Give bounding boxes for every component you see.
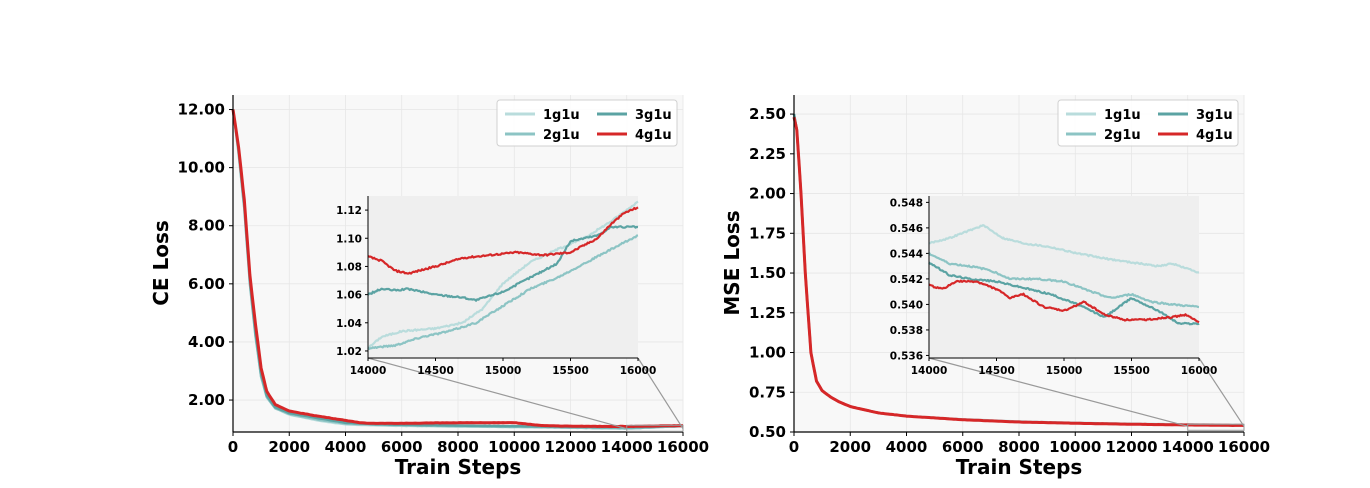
mse-inset-connector xyxy=(1198,357,1245,427)
mse-y-tick-label: 0.75 xyxy=(749,383,786,401)
ce-inset-x-tick-label: 15500 xyxy=(552,365,589,377)
mse-inset-x-tick-label: 15500 xyxy=(1113,365,1150,377)
ce-y-tick-label: 4.00 xyxy=(188,333,225,351)
mse-loss-chart: 0 2000 4000 6000 8000 10000 12000 14000 160000.5… xyxy=(720,95,1270,479)
ce-y-axis-label: CE Loss xyxy=(149,220,173,306)
ce-inset-connector xyxy=(367,357,627,430)
mse-y-tick-label: 1.25 xyxy=(749,304,786,322)
ce-y-tick-label: 10.00 xyxy=(178,159,225,177)
ce-inset-x-tick-label: 14500 xyxy=(417,365,454,377)
ce-inset-y-tick-label: 1.06 xyxy=(336,290,362,302)
mse-inset-y-tick-label: 0.542 xyxy=(890,274,923,286)
mse-x-tick-label: 2000 xyxy=(829,438,871,456)
mse-legend-label-3g1u: 3g1u xyxy=(1196,108,1233,123)
ce-y-tick-label: 8.00 xyxy=(188,217,225,235)
mse-legend-label-1g1u: 1g1u xyxy=(1104,108,1141,123)
mse-inset-series-line-1g1u xyxy=(928,224,1200,274)
mse-y-tick-label: 2.50 xyxy=(749,105,786,123)
ce-legend-label-2g1u: 2g1u xyxy=(543,128,580,143)
ce-x-tick-label: 10000 xyxy=(488,438,540,456)
mse-inset-y-tick-label: 0.536 xyxy=(890,350,923,362)
ce-inset-y-tick-label: 1.04 xyxy=(336,318,362,330)
mse-inset-series-line-3g1u xyxy=(928,261,1200,326)
ce-legend-box xyxy=(496,99,678,147)
mse-legend-label-4g1u: 4g1u xyxy=(1196,128,1233,143)
mse-x-tick-label: 8000 xyxy=(998,438,1040,456)
ce-x-axis-label: Train Steps xyxy=(395,455,522,479)
mse-x-tick-label: 0 xyxy=(789,438,799,456)
mse-inset-y-tick-label: 0.548 xyxy=(890,197,923,209)
ce-x-tick-label: 0 xyxy=(228,438,238,456)
ce-legend-label-1g1u: 1g1u xyxy=(543,108,580,123)
mse-legend: 1g1u 2g1u 3g1u 4g1u xyxy=(1057,99,1239,147)
mse-inset-y-tick-label: 0.540 xyxy=(890,299,923,311)
ce-x-tick-label: 6000 xyxy=(381,438,423,456)
ce-inset-y-tick-label: 1.10 xyxy=(336,233,362,245)
ce-inset-y-tick-label: 1.12 xyxy=(336,205,362,217)
mse-inset-connector xyxy=(928,357,1188,427)
ce-x-tick-label: 12000 xyxy=(544,438,596,456)
ce-inset-x-tick-label: 14000 xyxy=(350,365,387,377)
mse-zoom-region xyxy=(1187,423,1245,431)
ce-legend-label-4g1u: 4g1u xyxy=(635,128,672,143)
mse-x-tick-label: 10000 xyxy=(1049,438,1101,456)
mse-x-tick-label: 14000 xyxy=(1162,438,1214,456)
mse-inset-y-tick-label: 0.538 xyxy=(890,325,923,337)
ce-x-tick-label: 14000 xyxy=(601,438,653,456)
ce-inset-series-line-1g1u xyxy=(367,200,639,350)
ce-legend-label-3g1u: 3g1u xyxy=(635,108,672,123)
mse-inset-x-tick-label: 14000 xyxy=(911,365,948,377)
mse-y-tick-label: 2.00 xyxy=(749,185,786,203)
mse-x-tick-label: 4000 xyxy=(886,438,928,456)
ce-inset-y-tick-label: 1.08 xyxy=(336,261,362,273)
mse-inset-x-tick-label: 14500 xyxy=(978,365,1015,377)
mse-inset-x-tick-label: 16000 xyxy=(1181,365,1218,377)
ce-x-tick-label: 2000 xyxy=(268,438,310,456)
ce-inset-series-line-2g1u xyxy=(367,234,639,350)
mse-y-tick-label: 1.00 xyxy=(749,344,786,362)
mse-series-line-4g1u xyxy=(792,116,1245,427)
ce-y-tick-label: 2.00 xyxy=(188,391,225,409)
mse-x-axis-label: Train Steps xyxy=(956,455,1083,479)
ce-inset-connector xyxy=(637,357,684,429)
mse-inset-x-tick-label: 15000 xyxy=(1046,365,1083,377)
mse-legend-label-2g1u: 2g1u xyxy=(1104,128,1141,143)
ce-inset-y-tick-label: 1.02 xyxy=(336,346,362,358)
mse-y-tick-label: 1.50 xyxy=(749,264,786,282)
ce-inset-plot-area xyxy=(368,196,638,358)
ce-inset-x-tick-label: 15000 xyxy=(485,365,522,377)
ce-loss-chart: 0 2000 4000 6000 8000 10000 12000 14000 160002.0… xyxy=(149,95,709,479)
mse-y-tick-label: 1.75 xyxy=(749,224,786,242)
ce-x-tick-label: 16000 xyxy=(657,438,709,456)
mse-x-tick-label: 6000 xyxy=(942,438,984,456)
mse-inset-y-tick-label: 0.544 xyxy=(890,248,923,260)
ce-y-tick-label: 12.00 xyxy=(178,101,225,119)
ce-x-tick-label: 8000 xyxy=(437,438,479,456)
ce-y-tick-label: 6.00 xyxy=(188,275,225,293)
mse-y-axis-label: MSE Loss xyxy=(720,210,744,315)
mse-x-tick-label: 16000 xyxy=(1218,438,1270,456)
mse-x-tick-label: 12000 xyxy=(1105,438,1157,456)
mse-y-tick-label: 2.25 xyxy=(749,145,786,163)
mse-legend-box xyxy=(1057,99,1239,147)
ce-x-tick-label: 4000 xyxy=(325,438,367,456)
ce-inset-series-line-4g1u xyxy=(367,206,639,275)
ce-inset-series-line-3g1u xyxy=(367,225,639,302)
ce-series-line-4g1u xyxy=(231,109,684,429)
mse-inset-plot-area xyxy=(929,196,1199,358)
ce-legend: 1g1u 2g1u 3g1u 4g1u xyxy=(496,99,678,147)
mse-y-tick-label: 0.50 xyxy=(749,423,786,441)
ce-inset-x-tick-label: 16000 xyxy=(620,365,657,377)
mse-inset-y-tick-label: 0.546 xyxy=(890,223,923,235)
mse-inset-series-line-2g1u xyxy=(928,252,1200,309)
ce-zoom-region xyxy=(626,424,684,432)
mse-inset-series-line-4g1u xyxy=(928,279,1200,324)
